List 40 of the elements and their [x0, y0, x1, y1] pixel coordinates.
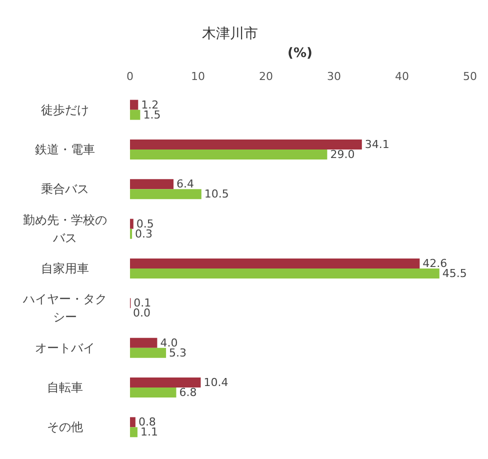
y-tick-label: 乗合バス	[41, 182, 89, 196]
bar	[130, 427, 138, 438]
x-tick-label: 20	[259, 70, 273, 83]
x-tick-label: 40	[395, 70, 409, 83]
bar	[130, 100, 138, 110]
bar	[130, 258, 420, 268]
bar	[130, 338, 158, 348]
y-tick-label: その他	[47, 420, 83, 434]
bar	[130, 189, 202, 200]
chart-title: 木津川市	[202, 26, 258, 42]
bar	[130, 150, 328, 160]
bar	[130, 179, 174, 190]
bar	[130, 417, 136, 428]
bar	[130, 110, 140, 120]
data-label: 34.1	[364, 138, 390, 151]
x-tick-label: 50	[463, 70, 477, 83]
bar	[130, 218, 134, 229]
x-tick-label: 10	[191, 70, 205, 83]
y-tick-label: オートバイ	[35, 340, 95, 355]
x-axis-title: (%)	[288, 46, 312, 61]
x-tick-label: 30	[327, 70, 341, 83]
y-tick-label: 徒歩だけ	[41, 102, 89, 117]
y-tick-label: 自転車	[47, 380, 83, 394]
bar	[130, 348, 166, 358]
data-label: 6.8	[179, 386, 197, 399]
bar	[130, 378, 201, 388]
data-label: 6.4	[176, 178, 194, 191]
bar	[130, 268, 440, 278]
data-label: 10.5	[204, 188, 229, 201]
x-tick-label: 0	[126, 70, 134, 83]
y-tick-label: 勤め先・学校のバス	[23, 212, 107, 245]
data-label: 29.0	[330, 148, 355, 161]
y-tick-label: 鉄道・電車	[35, 142, 95, 156]
data-label: 45.5	[442, 267, 467, 280]
y-tick-label: 自家用車	[41, 262, 89, 276]
bar	[130, 140, 362, 150]
data-label: 10.4	[204, 376, 228, 389]
y-tick-label: ハイヤー・タクシー	[22, 292, 107, 324]
data-label: 42.6	[422, 257, 448, 270]
bar	[130, 388, 176, 398]
